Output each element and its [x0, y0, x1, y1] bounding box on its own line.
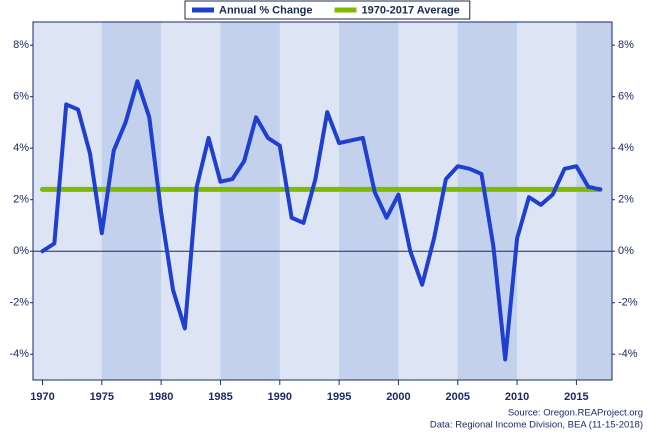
- x-tick-label: 1995: [327, 391, 351, 403]
- x-tick-label: 1970: [30, 391, 54, 403]
- x-tick-label: 2000: [386, 391, 410, 403]
- source-note: Source: Oregon.REAProject.org: [508, 408, 643, 419]
- y2-tick-label: -4%: [618, 348, 638, 360]
- y-tick-label: -4%: [9, 348, 29, 360]
- x-tick-label: 2010: [505, 391, 529, 403]
- y-tick-label: 0%: [13, 245, 29, 257]
- band: [576, 22, 612, 380]
- y-tick-label: 2%: [13, 194, 29, 206]
- y-tick-label: 6%: [13, 91, 29, 103]
- band: [220, 22, 280, 380]
- x-tick-label: 1980: [149, 391, 173, 403]
- x-tick-label: 1990: [268, 391, 292, 403]
- y2-tick-label: 2%: [618, 194, 634, 206]
- y2-tick-label: 0%: [618, 245, 634, 257]
- y-tick-label: -2%: [9, 297, 29, 309]
- y-tick-label: 4%: [13, 142, 29, 154]
- x-tick-label: 1985: [208, 391, 232, 403]
- y2-tick-label: 4%: [618, 142, 634, 154]
- y2-tick-label: 8%: [618, 39, 634, 51]
- x-tick-label: 1975: [90, 391, 114, 403]
- plot-border: [32, 21, 613, 381]
- legend-label: Annual % Change: [219, 4, 313, 16]
- band: [339, 22, 399, 380]
- band: [101, 22, 162, 380]
- legend-label: 1970-2017 Average: [362, 4, 460, 16]
- y-tick-label: 8%: [13, 39, 29, 51]
- x-tick-label: 2015: [564, 391, 588, 403]
- series-line: [40, 79, 603, 362]
- x-tick-label: 2005: [446, 391, 470, 403]
- y2-tick-label: 6%: [618, 91, 634, 103]
- y2-tick-label: -2%: [618, 297, 638, 309]
- legend-box: [184, 0, 471, 20]
- source-note: Data: Regional Income Division, BEA (11-…: [430, 420, 643, 431]
